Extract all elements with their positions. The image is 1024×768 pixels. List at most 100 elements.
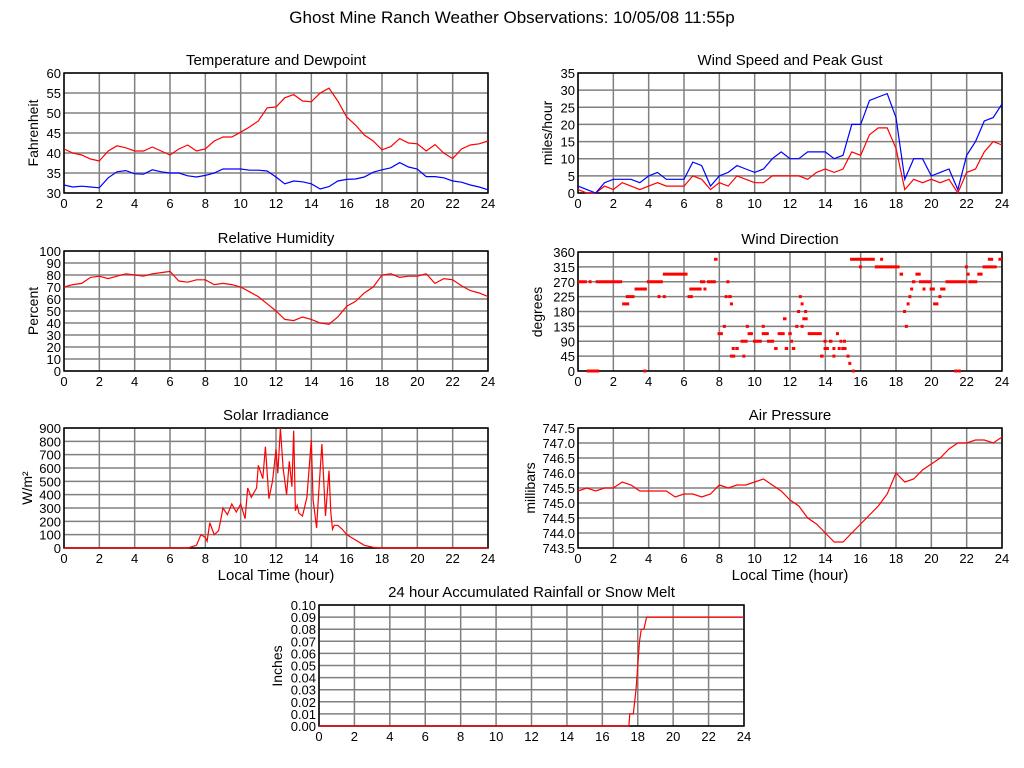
y-tick-label: 360	[553, 245, 575, 260]
plot-border	[577, 251, 1003, 372]
wind-direction-point	[846, 354, 850, 358]
wind-direction-point	[823, 339, 827, 343]
wind-direction-point	[657, 295, 661, 299]
y-tick-label: 30	[47, 328, 61, 343]
x-tick-label: 24	[995, 551, 1009, 566]
wind-direction-point	[982, 265, 994, 269]
y-tick-label: 50	[47, 304, 61, 319]
wind-direction-point	[906, 302, 910, 306]
x-axis-label: Local Time (hour)	[217, 567, 335, 584]
wind-direction-point	[588, 280, 592, 284]
x-tick-label: 14	[818, 374, 832, 389]
wind-direction-point	[643, 369, 647, 373]
x-tick-label: 16	[853, 374, 867, 389]
x-tick-label: 0	[574, 196, 581, 211]
wind-direction-point	[977, 272, 983, 276]
wind-direction-point	[742, 354, 746, 358]
y-tick-label: 0.04	[291, 671, 316, 686]
wind-direction-point	[662, 272, 688, 276]
wind-direction-point	[722, 324, 726, 328]
x-tick-label: 20	[924, 196, 938, 211]
x-tick-label: 12	[269, 196, 283, 211]
plot-border	[577, 427, 1003, 549]
wind-speed-line	[577, 127, 1003, 195]
x-tick-label: 18	[631, 729, 645, 744]
x-tick-label: 2	[96, 196, 103, 211]
temperature-line	[63, 87, 489, 162]
wind-direction-point	[726, 280, 730, 284]
chart-title: Solar Irradiance	[223, 407, 329, 424]
x-tick-label: 2	[610, 374, 617, 389]
y-tick-label: 180	[553, 305, 575, 320]
y-tick-label: 300	[39, 501, 61, 516]
wind-direction-point	[828, 339, 833, 343]
wind-direction-point	[625, 295, 635, 299]
wind-direction-point	[800, 324, 804, 328]
wind-direction-point	[841, 347, 847, 351]
x-tick-label: 0	[574, 551, 581, 566]
y-tick-label: 90	[47, 256, 61, 271]
solar-irradiance-line	[64, 427, 488, 549]
wind-direction-point	[777, 332, 785, 336]
y-tick-label: 70	[47, 280, 61, 295]
y-tick-label: 0	[568, 186, 575, 201]
x-tick-label: 10	[233, 374, 247, 389]
y-tick-label: 40	[47, 316, 61, 331]
wind-direction-point	[998, 257, 1002, 261]
y-tick-label: 315	[553, 260, 575, 275]
y-tick-label: 20	[561, 117, 575, 132]
x-tick-label: 6	[422, 729, 429, 744]
y-tick-label: 270	[553, 275, 575, 290]
y-tick-label: 80	[47, 268, 61, 283]
solar-chart: 0 2 4 6 8 10 12 14 16 18 20 22 240100200300400500600…	[39, 421, 495, 566]
y-tick-label: 0.02	[291, 695, 316, 710]
x-tick-label: 12	[269, 551, 283, 566]
x-tick-label: 4	[131, 551, 138, 566]
x-tick-label: 16	[339, 374, 353, 389]
y-tick-label: 10	[47, 352, 61, 367]
x-tick-label: 8	[457, 729, 464, 744]
wind-direction-point	[918, 280, 932, 284]
x-tick-label: 24	[995, 374, 1009, 389]
wind-direction-point	[837, 347, 841, 351]
chart-title: Wind Speed and Peak Gust	[697, 52, 883, 69]
y-tick-label: 25	[561, 100, 575, 115]
wind-direction-point	[899, 272, 904, 276]
y-tick-label: 90	[561, 334, 575, 349]
wind-direction-point	[839, 339, 843, 343]
wind-direction-point	[966, 272, 970, 276]
x-tick-label: 20	[924, 374, 938, 389]
x-tick-label: 24	[737, 729, 751, 744]
wind-direction-point	[938, 295, 942, 299]
plot-border	[63, 250, 489, 372]
wind-direction-point	[740, 339, 748, 343]
page-title: Ghost Mine Ranch Weather Observations: 1…	[289, 8, 735, 27]
y-tick-label: 135	[553, 319, 575, 334]
wind-direction-point	[964, 265, 968, 269]
x-tick-label: 18	[375, 374, 389, 389]
y-tick-label: 200	[39, 514, 61, 529]
x-tick-label: 10	[747, 374, 761, 389]
x-tick-label: 8	[202, 374, 209, 389]
x-axis-label: Local Time (hour)	[731, 567, 849, 584]
y-tick-label: 0.09	[291, 610, 316, 625]
x-tick-label: 14	[560, 729, 574, 744]
wind-direction-point	[790, 339, 793, 343]
x-tick-label: 16	[339, 196, 353, 211]
x-tick-label: 8	[202, 551, 209, 566]
x-tick-label: 14	[818, 551, 832, 566]
y-tick-label: 0.00	[291, 719, 316, 734]
y-tick-label: 500	[39, 474, 61, 489]
y-tick-label: 746.0	[542, 466, 575, 481]
y-tick-label: 100	[39, 244, 61, 259]
wind-direction-point	[729, 302, 733, 306]
x-tick-label: 14	[304, 374, 318, 389]
y-tick-label: 900	[39, 421, 61, 436]
x-tick-label: 6	[166, 196, 173, 211]
plot-border	[63, 72, 489, 194]
wind-direction-point	[595, 280, 623, 284]
wind-direction-point	[802, 317, 808, 321]
y-tick-label: 746.5	[542, 451, 575, 466]
x-tick-label: 2	[610, 551, 617, 566]
